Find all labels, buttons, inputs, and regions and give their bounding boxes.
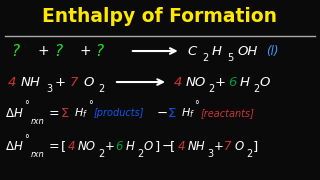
Text: +: + [105,140,114,153]
Text: O: O [83,76,94,89]
Text: O: O [235,140,244,153]
Text: 4: 4 [178,140,185,153]
Text: O: O [143,140,153,153]
Text: $H_f$: $H_f$ [180,106,195,120]
Text: $\Delta H$: $\Delta H$ [4,107,23,120]
Text: 7: 7 [69,76,78,89]
Text: 2: 2 [137,149,143,159]
Text: [: [ [170,140,175,153]
Text: −: − [162,140,173,153]
Text: 2: 2 [98,149,104,159]
Text: 3: 3 [207,149,213,159]
Text: 2: 2 [208,84,214,94]
Text: rxn: rxn [31,116,44,125]
Text: °: ° [24,134,29,144]
Text: ?: ? [95,44,103,59]
Text: ?: ? [54,44,62,59]
Text: 2: 2 [253,84,260,94]
Text: H: H [212,44,222,58]
Text: H: H [126,140,135,153]
Text: Enthalpy of Formation: Enthalpy of Formation [43,7,277,26]
Text: 4: 4 [68,140,75,153]
Text: 2: 2 [246,149,252,159]
Text: °: ° [24,100,29,110]
Text: H: H [240,76,250,89]
Text: rxn: rxn [31,150,44,159]
Text: −: − [156,107,167,120]
Text: +: + [213,140,223,153]
Text: [: [ [60,140,66,153]
Text: =: = [48,107,59,120]
Text: 7: 7 [223,140,231,153]
Text: ]: ] [154,140,160,153]
Text: C: C [187,44,196,58]
Text: 4: 4 [8,76,16,89]
Text: 2: 2 [202,53,208,63]
Text: [reactants]: [reactants] [201,108,254,118]
Text: 4: 4 [173,76,182,89]
Text: ]: ] [252,140,258,153]
Text: NO: NO [186,76,206,89]
Text: $\Delta H$: $\Delta H$ [4,140,23,153]
Text: 3: 3 [46,84,52,94]
Text: ?: ? [11,44,19,59]
Text: +: + [79,44,91,58]
Text: OH: OH [237,44,258,58]
Text: NO: NO [78,140,96,153]
Text: =: = [48,140,59,153]
Text: °: ° [194,100,199,110]
Text: O: O [260,76,270,89]
Text: NH: NH [188,140,205,153]
Text: $H_f$: $H_f$ [74,106,88,120]
Text: NH: NH [21,76,41,89]
Text: $\Sigma$: $\Sigma$ [60,107,69,120]
Text: (l): (l) [266,44,279,58]
Text: 6: 6 [228,76,236,89]
Text: +: + [55,76,66,89]
Text: 5: 5 [228,53,234,63]
Text: °: ° [88,100,92,110]
Text: +: + [38,44,50,58]
Text: +: + [215,76,226,89]
Text: 2: 2 [98,84,104,94]
Text: $\Sigma$: $\Sigma$ [167,107,176,120]
Text: 6: 6 [115,140,123,153]
Text: [products]: [products] [94,108,145,118]
